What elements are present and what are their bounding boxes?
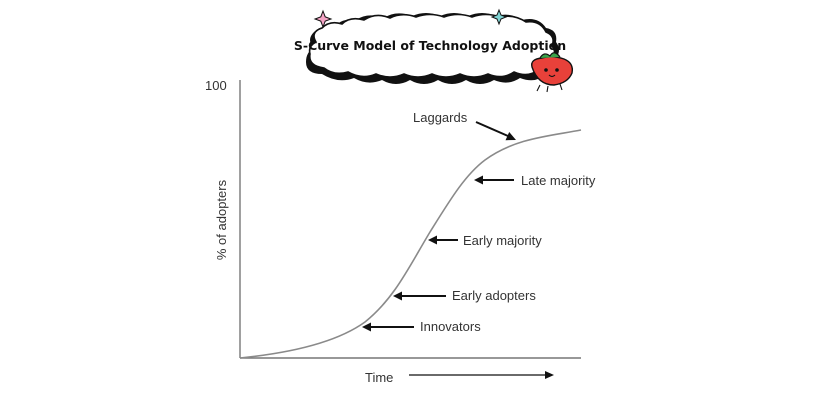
stage-late-majority: Late majority — [474, 173, 596, 188]
stage-laggards: Laggards — [413, 110, 516, 141]
stage-label: Early majority — [463, 233, 542, 248]
stage-early-adopters: Early adopters — [393, 288, 536, 303]
teal-star-icon — [490, 8, 508, 26]
stage-label: Late majority — [521, 173, 596, 188]
stage-label: Innovators — [420, 319, 481, 334]
cloud-body — [308, 13, 556, 78]
pink-star-icon — [313, 9, 333, 29]
x-axis-label: Time — [365, 370, 393, 385]
strawberry-mascot-icon — [531, 52, 574, 93]
stage-innovators: Innovators — [362, 319, 481, 334]
y-axis-label: % of adopters — [214, 179, 229, 260]
axes: 100 % of adopters Time — [205, 78, 581, 385]
title-cloud: S-Curve Model of Technology Adoption — [294, 13, 566, 84]
stage-early-majority: Early majority — [428, 233, 542, 248]
x-axis-direction-arrow — [409, 371, 554, 379]
chart-title: S-Curve Model of Technology Adoption — [294, 38, 566, 53]
stage-label: Early adopters — [452, 288, 536, 303]
y-axis-max-label: 100 — [205, 78, 227, 93]
adoption-s-curve — [239, 129, 582, 359]
stage-label: Laggards — [413, 110, 468, 125]
